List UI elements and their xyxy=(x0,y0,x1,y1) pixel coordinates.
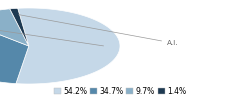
Text: A.I.: A.I. xyxy=(19,15,179,46)
Polygon shape xyxy=(10,8,29,46)
Polygon shape xyxy=(16,8,120,84)
Text: BLACK: BLACK xyxy=(0,99,1,100)
Text: WHITE: WHITE xyxy=(0,9,104,46)
Legend: 54.2%, 34.7%, 9.7%, 1.4%: 54.2%, 34.7%, 9.7%, 1.4% xyxy=(51,83,189,99)
Text: HISPANIC: HISPANIC xyxy=(0,99,1,100)
Polygon shape xyxy=(0,20,29,84)
Polygon shape xyxy=(0,9,29,46)
